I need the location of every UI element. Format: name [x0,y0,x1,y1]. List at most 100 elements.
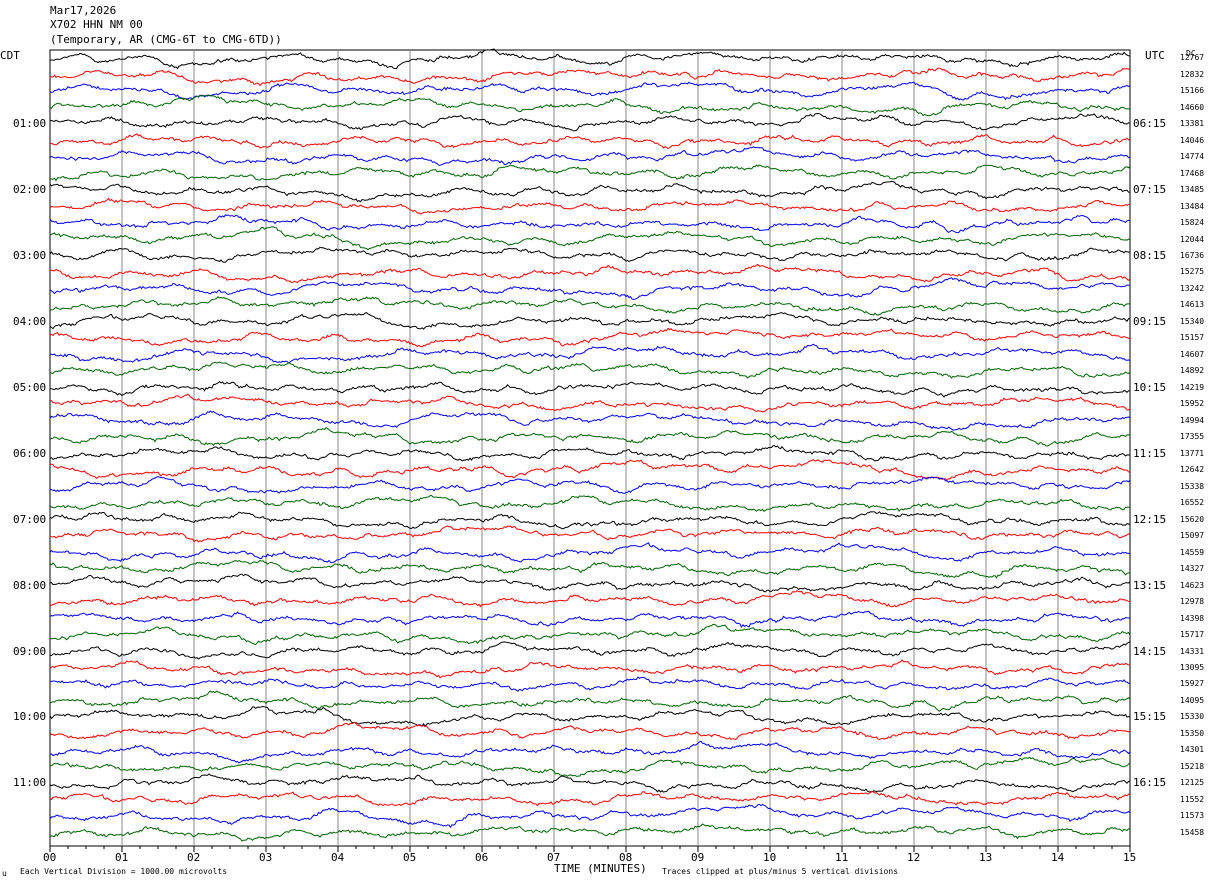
left-timezone-label: CDT [0,49,20,62]
right-hour-label: 14:15 [1133,644,1167,658]
trace-line [49,180,1131,203]
dc-offset-label: 13381 [1180,119,1205,129]
trace-line [49,312,1131,330]
dc-offset-label: 14046 [1180,135,1205,145]
x-tick-label: 01 [115,851,129,864]
x-tick-label: 13 [979,851,993,864]
dc-offset-label: 14994 [1180,415,1205,425]
trace-line [49,705,1130,727]
left-hour-label: 09:00 [13,644,47,658]
dc-offset-label: 15340 [1180,316,1205,326]
dc-offset-label: 14398 [1180,613,1205,623]
left-hour-label: 06:00 [13,446,47,460]
x-tick-label: 14 [1051,851,1065,864]
right-hour-label: 11:15 [1133,446,1167,460]
trace-line [49,361,1131,379]
dc-offset-label: 15927 [1180,679,1205,689]
dc-offset-label: 15218 [1180,761,1205,771]
dc-offset-label: 14331 [1180,646,1205,656]
trace-line [49,542,1131,564]
dc-offset-label: 13242 [1180,283,1205,293]
trace-line [49,264,1131,283]
dc-offset-label: 11573 [1180,811,1205,821]
right-hour-label: 08:15 [1133,249,1167,262]
dc-offset-label: 13484 [1180,201,1205,211]
dc-offset-label: 12044 [1180,234,1205,244]
dc-offset-label: 14613 [1180,300,1205,310]
right-hour-label: 12:15 [1133,512,1167,526]
dc-offset-label: 15097 [1180,531,1205,541]
trace-line [49,773,1131,793]
trace-line [49,296,1131,316]
trace-line [49,197,1131,215]
trace-line [49,81,1131,101]
trace-line [49,790,1131,807]
dc-offset-label: 13485 [1180,185,1205,195]
dc-offset-label: 17355 [1180,432,1205,442]
trace-line [49,277,1130,300]
network-description: (Temporary, AR (CMG-6T to CMG-6TD)) [50,33,282,46]
dc-offset-label: 12125 [1180,778,1205,788]
right-hour-label: 16:15 [1133,776,1167,790]
left-hour-label: 08:00 [13,578,47,592]
trace-line [49,146,1131,166]
dc-offset-label: 12767 [1180,53,1205,63]
station-code: X702 HHN NM 00 [50,18,143,31]
trace-line [49,676,1131,692]
dc-offset-label: 16736 [1180,251,1205,260]
dc-offset-label: 15275 [1180,267,1205,277]
dc-offset-label: 15717 [1180,630,1205,640]
dc-offset-label: 15620 [1180,514,1205,524]
dc-offset-label: 14660 [1180,102,1205,112]
dc-offset-label: 15166 [1180,86,1205,96]
dc-column-header: DC [1186,49,1196,58]
trace-line [49,164,1131,182]
x-tick-label: 12 [907,851,921,864]
dc-offset-label: 16552 [1180,498,1205,508]
dc-offset-label: 15824 [1180,218,1205,228]
dc-offset-label: 15952 [1180,399,1205,409]
right-hour-label: 15:15 [1133,710,1167,724]
dc-offset-label: 14327 [1180,564,1205,574]
dc-offset-label: 17468 [1180,168,1205,178]
dc-offset-label: 14219 [1180,382,1205,392]
trace-line [49,641,1131,660]
trace-line [49,133,1131,150]
trace-line [49,427,1131,447]
dc-offset-label: 12642 [1180,465,1205,475]
dc-offset-label: 11552 [1180,794,1205,804]
trace-line [49,475,1131,494]
dc-offset-label: 15330 [1180,712,1205,722]
trace-line [49,756,1131,777]
left-hour-label: 10:00 [13,710,47,724]
left-hour-label: 03:00 [13,249,47,262]
clip-note: Traces clipped at plus/minus 5 vertical … [662,867,899,876]
trace-line [49,623,1131,646]
trace-line [49,610,1131,628]
trace-line [49,410,1131,431]
dc-offset-label: 15157 [1180,333,1205,343]
trace-line [49,445,1131,462]
trace-line [49,494,1131,512]
left-hour-label: 05:00 [13,380,47,394]
x-tick-label: 03 [259,851,273,864]
trace-line [49,246,1131,263]
dc-offset-label: 14774 [1180,152,1205,162]
trace-line [49,823,1131,842]
dc-offset-label: 14607 [1180,349,1205,359]
trace-line [49,803,1131,829]
trace-line [50,573,1131,593]
trace-line [49,48,1131,70]
scale-note: Each Vertical Division = 1000.00 microvo… [20,867,228,876]
trace-line [49,740,1131,764]
left-hour-label: 07:00 [13,512,47,526]
right-hour-label: 09:15 [1133,314,1167,328]
x-tick-label: 04 [331,851,345,864]
dc-offset-label: 13771 [1180,448,1205,458]
right-hour-label: 06:15 [1133,117,1167,131]
left-hour-label: 11:00 [13,776,47,790]
trace-line [49,721,1131,740]
x-tick-label: 08 [619,851,633,864]
dc-offset-label: 14095 [1180,695,1205,705]
dc-offset-label: 14892 [1180,366,1205,376]
